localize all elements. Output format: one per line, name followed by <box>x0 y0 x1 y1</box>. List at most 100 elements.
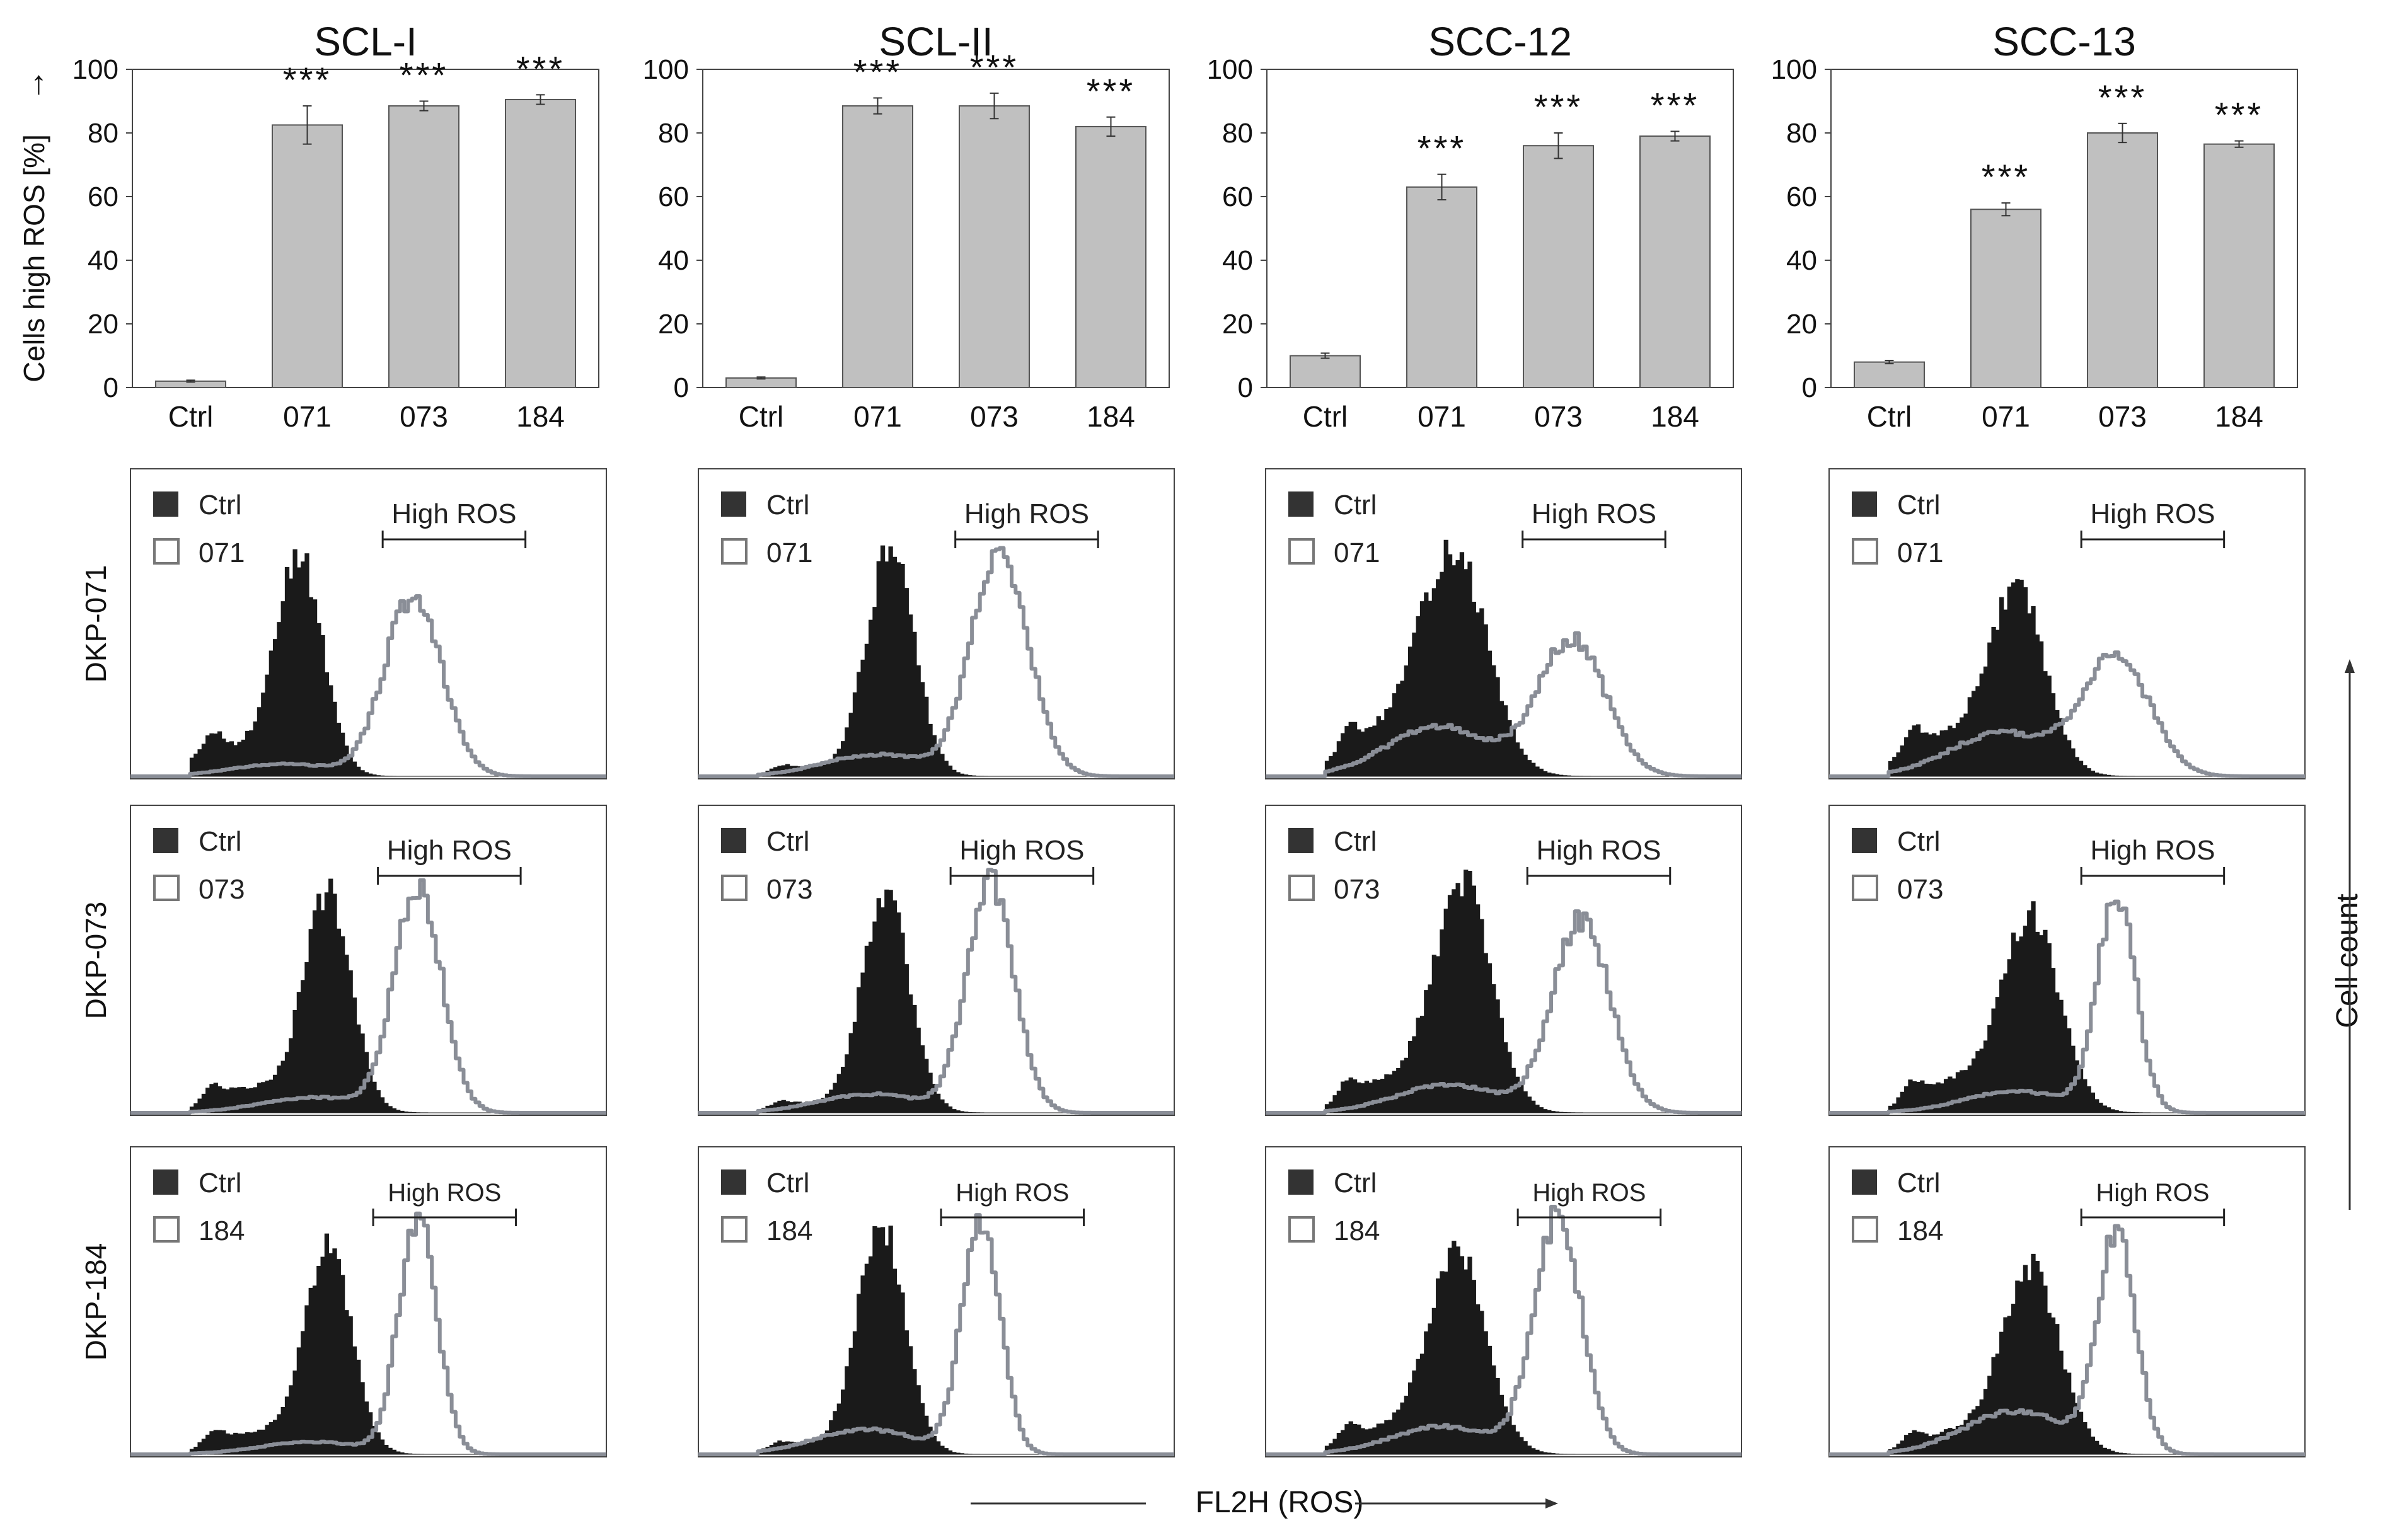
histogram-panel: Ctrl 071 High ROS <box>1265 468 1742 779</box>
significance-label: *** <box>2215 95 2263 135</box>
x-tick-label: 184 <box>516 400 565 433</box>
legend-label-ctrl: Ctrl <box>1334 826 1377 857</box>
legend-label-ctrl: Ctrl <box>199 826 241 857</box>
x-tick-label: 073 <box>2098 400 2147 433</box>
legend-swatch-treated <box>153 875 180 901</box>
legend-label-ctrl: Ctrl <box>766 490 809 520</box>
treated-histogram <box>130 1211 606 1456</box>
chart-frame <box>132 69 599 388</box>
significance-label: *** <box>283 60 332 100</box>
legend-label-ctrl: Ctrl <box>199 490 241 520</box>
y-tick-label: 100 <box>1207 54 1253 85</box>
bar <box>959 105 1030 388</box>
y-tick-label: 0 <box>1238 372 1253 403</box>
legend-label-ctrl: Ctrl <box>766 1168 809 1198</box>
y-tick-label: 60 <box>88 181 118 212</box>
significance-label: *** <box>853 52 902 91</box>
row-label: DKP-184 <box>79 1243 112 1361</box>
significance-label: *** <box>400 55 448 95</box>
histogram-panel: Ctrl 073 High ROS <box>1828 805 2306 1116</box>
histogram-panel: Ctrl 073 High ROS <box>130 805 607 1116</box>
legend-label-treated: 184 <box>766 1215 812 1246</box>
legend-swatch-treated <box>721 538 748 565</box>
bar <box>842 105 913 388</box>
treated-histogram <box>1266 1205 1741 1456</box>
significance-label: *** <box>516 49 565 88</box>
significance-label: *** <box>1651 85 1699 125</box>
bar <box>388 105 459 388</box>
ctrl-histogram <box>698 545 1174 777</box>
histogram-panel: Ctrl 071 High ROS <box>1828 468 2306 779</box>
legend-label-ctrl: Ctrl <box>1334 490 1377 520</box>
legend-swatch-treated <box>721 1216 748 1243</box>
bar <box>272 124 343 388</box>
legend-label-treated: 071 <box>199 537 245 568</box>
row-labels: DKP-071 DKP-073 DKP-184 <box>79 565 112 1361</box>
gate-label: High ROS <box>1532 1179 1646 1207</box>
panel-frame <box>1828 468 2306 779</box>
chart-frame <box>1830 69 2298 388</box>
gate-label: High ROS <box>959 835 1084 866</box>
y-axis-arrow: → <box>15 69 52 101</box>
x-tick-label: 184 <box>1651 400 1699 433</box>
legend-swatch-ctrl <box>1288 1169 1314 1195</box>
gate-label: High ROS <box>964 498 1089 529</box>
y-tick-label: 100 <box>1771 54 1817 85</box>
y-tick-label: 20 <box>1222 309 1253 340</box>
chart-frame <box>1266 69 1734 388</box>
row-label: DKP-073 <box>79 902 112 1020</box>
legend-label-ctrl: Ctrl <box>766 826 809 857</box>
row-label: DKP-071 <box>79 565 112 683</box>
y-tick-label: 20 <box>1786 309 1817 340</box>
histogram-panel: Ctrl 071 High ROS <box>698 468 1175 779</box>
bar <box>1970 209 2041 388</box>
x-tick-label: 073 <box>970 400 1019 433</box>
treated-histogram <box>1829 899 2305 1115</box>
legend-label-treated: 073 <box>766 874 812 905</box>
gate-label: High ROS <box>2090 835 2215 866</box>
chart-frame <box>702 69 1170 388</box>
legend-swatch-treated <box>721 875 748 901</box>
treated-histogram <box>130 594 606 778</box>
bar <box>505 98 576 388</box>
bar <box>1406 186 1477 388</box>
treated-histogram <box>1829 650 2305 778</box>
y-tick-label: 80 <box>88 118 118 149</box>
histogram-grid: Ctrl 071 High ROS Ctrl 071 High ROS Ctrl 071 Hig… <box>130 468 2306 1457</box>
y-tick-label: 0 <box>1802 372 1817 403</box>
legend-swatch-treated <box>1288 1216 1315 1243</box>
legend-swatch-treated <box>1852 538 1878 565</box>
legend-label-treated: 184 <box>1897 1215 1943 1246</box>
bar-chart-scl-i: SCL-I 0 20 40 60 80 100 Ctrl *** 071 *** 073 *** 184 <box>72 19 599 433</box>
significance-label: *** <box>1982 157 2030 197</box>
treated-histogram <box>1266 631 1741 778</box>
legend-label-treated: 184 <box>199 1215 245 1246</box>
significance-label: *** <box>1534 87 1583 127</box>
y-tick-label: 60 <box>658 181 689 212</box>
legend-swatch-ctrl <box>1288 491 1314 517</box>
y-tick-label: 40 <box>88 245 118 276</box>
histogram-panel: Ctrl 073 High ROS <box>1265 805 1742 1116</box>
legend-swatch-ctrl <box>1852 1169 1877 1195</box>
ctrl-histogram <box>130 878 606 1113</box>
treated-histogram <box>698 546 1174 778</box>
treated-histogram <box>130 878 606 1115</box>
x-tick-label: Ctrl <box>1867 400 1912 433</box>
legend-label-ctrl: Ctrl <box>1334 1168 1377 1198</box>
chart-title: SCL-I <box>314 19 417 64</box>
right-axis-title: Cell count <box>2331 894 2364 1028</box>
legend-swatch-treated <box>1288 875 1315 901</box>
x-tick-label: Ctrl <box>739 400 784 433</box>
y-tick-label: 20 <box>658 309 689 340</box>
y-tick-label: 60 <box>1222 181 1253 212</box>
ctrl-histogram <box>1266 870 1741 1113</box>
histogram-panel: Ctrl 184 High ROS <box>698 1146 1175 1457</box>
x-tick-label: 184 <box>2215 400 2263 433</box>
x-tick-label: 073 <box>400 400 448 433</box>
significance-label: *** <box>1418 129 1466 168</box>
legend-label-treated: 073 <box>199 874 245 905</box>
x-tick-label: Ctrl <box>1303 400 1348 433</box>
legend-swatch-treated <box>1852 1216 1878 1243</box>
significance-label: *** <box>970 47 1019 87</box>
treated-histogram <box>698 1213 1174 1456</box>
